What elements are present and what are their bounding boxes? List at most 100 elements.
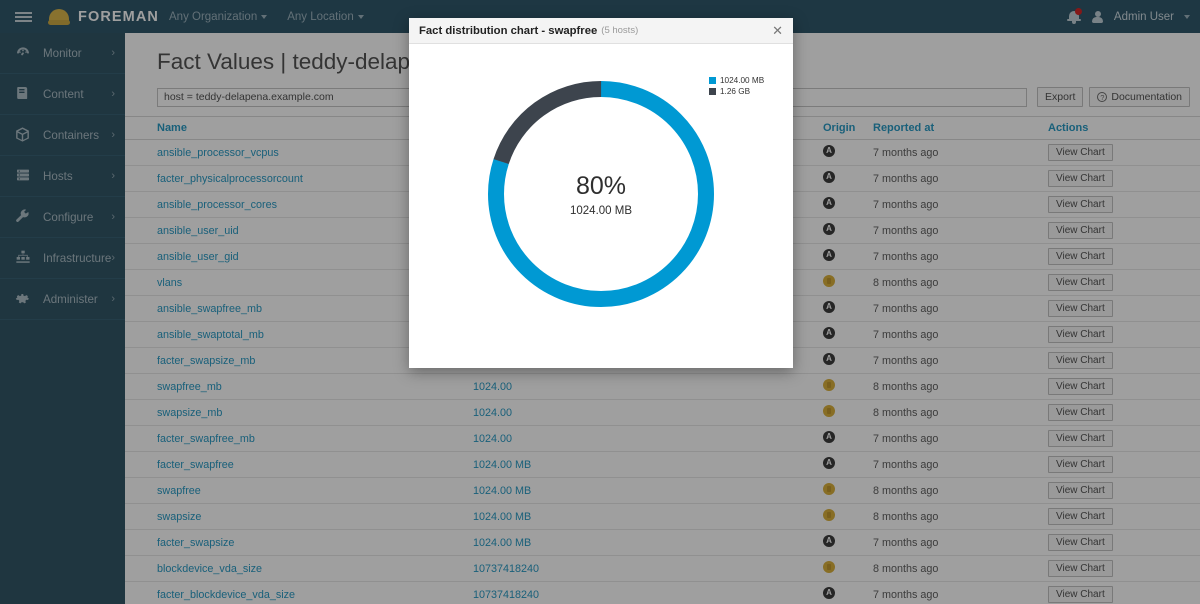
sidebar-item-infrastructure[interactable]: Infrastructure › (0, 238, 125, 279)
view-chart-button[interactable]: View Chart (1048, 352, 1113, 369)
close-icon[interactable]: ✕ (772, 23, 783, 38)
fact-name-link[interactable]: facter_blockdevice_vda_size (157, 588, 296, 601)
sidebar-item-containers[interactable]: Containers › (0, 115, 125, 156)
view-chart-button[interactable]: View Chart (1048, 274, 1113, 291)
cell-reported-at: 7 months ago (865, 165, 1040, 192)
export-button[interactable]: Export (1037, 87, 1084, 107)
view-chart-button[interactable]: View Chart (1048, 248, 1113, 265)
hardhat-icon (48, 6, 70, 28)
ansible-origin-icon (823, 353, 835, 365)
view-chart-button[interactable]: View Chart (1048, 508, 1113, 525)
view-chart-button[interactable]: View Chart (1048, 430, 1113, 447)
brand-logo[interactable]: FOREMAN (46, 6, 159, 28)
fact-name-link[interactable]: ansible_user_uid (157, 224, 239, 237)
cell-reported-at: 7 months ago (865, 139, 1040, 166)
fact-name-link[interactable]: blockdevice_vda_size (157, 562, 263, 575)
location-selector[interactable]: Any Location (277, 11, 374, 23)
sidebar-item-label: Content (43, 87, 84, 101)
view-chart-button[interactable]: View Chart (1048, 144, 1113, 161)
ansible-origin-icon (823, 171, 835, 183)
puppet-origin-icon (823, 561, 835, 573)
donut-chart: 80% 1024.00 MB (479, 72, 723, 316)
fact-name-link[interactable]: swapfree_mb (157, 380, 222, 393)
sidebar-item-monitor[interactable]: Monitor › (0, 33, 125, 74)
bell-icon[interactable] (1066, 8, 1082, 24)
view-chart-button[interactable]: View Chart (1048, 222, 1113, 239)
sidebar-item-hosts[interactable]: Hosts › (0, 156, 125, 197)
fact-name-link[interactable]: ansible_user_gid (157, 250, 239, 263)
cell-reported-at: 7 months ago (865, 243, 1040, 270)
cell-actions: View Chart (1040, 399, 1200, 426)
view-chart-button[interactable]: View Chart (1048, 170, 1113, 187)
cell-name: ansible_processor_vcpus (125, 139, 465, 166)
cell-name: ansible_processor_cores (125, 191, 465, 218)
sidebar-item-administer[interactable]: Administer › (0, 279, 125, 320)
fact-name-link[interactable]: swapsize_mb (157, 406, 223, 419)
chevron-down-icon (1184, 14, 1190, 19)
fact-name-link[interactable]: swapsize (157, 510, 202, 523)
organization-selector[interactable]: Any Organization (159, 11, 277, 23)
fact-name-link[interactable]: vlans (157, 276, 183, 289)
fact-name-link[interactable]: facter_swapsize_mb (157, 354, 256, 367)
cell-reported-at: 7 months ago (865, 217, 1040, 244)
ansible-origin-icon (823, 327, 835, 339)
fact-name-link[interactable]: facter_swapsize (157, 536, 235, 549)
view-chart-button[interactable]: View Chart (1048, 378, 1113, 395)
view-chart-button[interactable]: View Chart (1048, 404, 1113, 421)
cell-value: 1024.00 MB (465, 529, 815, 556)
view-chart-button[interactable]: View Chart (1048, 560, 1113, 577)
cell-actions: View Chart (1040, 425, 1200, 452)
sidebar-item-content[interactable]: Content › (0, 74, 125, 115)
user-icon[interactable] (1091, 10, 1104, 24)
table-row: swapfree_mb 1024.00 8 months ago View Chart (125, 373, 1200, 400)
view-chart-button[interactable]: View Chart (1048, 300, 1113, 317)
fact-name-link[interactable]: ansible_processor_cores (157, 198, 278, 211)
fact-name-link[interactable]: facter_swapfree_mb (157, 432, 255, 445)
cell-actions: View Chart (1040, 529, 1200, 556)
server-icon (14, 167, 34, 185)
cell-name: ansible_swaptotal_mb (125, 321, 465, 348)
fact-name-link[interactable]: swapfree (157, 484, 201, 497)
cell-reported-at: 7 months ago (865, 451, 1040, 478)
puppet-origin-icon (823, 379, 835, 391)
fact-name-link[interactable]: ansible_processor_vcpus (157, 146, 279, 159)
cell-value: 1024.00 MB (465, 477, 815, 504)
cell-origin (815, 295, 865, 322)
view-chart-button[interactable]: View Chart (1048, 456, 1113, 473)
fact-name-link[interactable]: facter_swapfree (157, 458, 234, 471)
view-chart-button[interactable]: View Chart (1048, 196, 1113, 213)
documentation-button[interactable]: ? Documentation (1089, 87, 1190, 107)
fact-name-link[interactable]: facter_physicalprocessorcount (157, 172, 303, 185)
view-chart-button[interactable]: View Chart (1048, 482, 1113, 499)
column-header-origin[interactable]: Origin (815, 116, 865, 140)
question-circle-icon: ? (1097, 92, 1108, 102)
table-row: facter_blockdevice_vda_size 10737418240 7 … (125, 581, 1200, 604)
view-chart-button[interactable]: View Chart (1048, 326, 1113, 343)
hamburger-icon[interactable] (0, 0, 46, 33)
organization-label: Any Organization (169, 10, 258, 23)
cell-origin (815, 555, 865, 582)
cell-origin (815, 451, 865, 478)
cell-origin (815, 243, 865, 270)
cell-actions: View Chart (1040, 373, 1200, 400)
sidebar: Monitor › Content › Containers › Hosts › Configu… (0, 33, 125, 604)
modal-title: Fact distribution chart - swapfree (419, 24, 598, 37)
chevron-right-icon: › (111, 88, 115, 100)
fact-name-link[interactable]: ansible_swapfree_mb (157, 302, 263, 315)
table-body: ansible_processor_vcpus17 months agoView… (125, 139, 1200, 604)
ansible-origin-icon (823, 431, 835, 443)
legend-swatch (709, 77, 716, 84)
legend-item[interactable]: 1.26 GB (709, 87, 789, 96)
column-header-name[interactable]: Name (125, 116, 465, 140)
view-chart-button[interactable]: View Chart (1048, 534, 1113, 551)
ansible-origin-icon (823, 535, 835, 547)
cell-name: swapfree_mb (125, 373, 465, 400)
column-header-reported-at[interactable]: Reported at (865, 116, 1040, 140)
sidebar-item-configure[interactable]: Configure › (0, 197, 125, 238)
legend-item[interactable]: 1024.00 MB (709, 76, 789, 85)
cell-origin (815, 503, 865, 530)
user-menu[interactable]: Admin User (1113, 10, 1174, 23)
view-chart-button[interactable]: View Chart (1048, 586, 1113, 603)
fact-name-link[interactable]: ansible_swaptotal_mb (157, 328, 264, 341)
